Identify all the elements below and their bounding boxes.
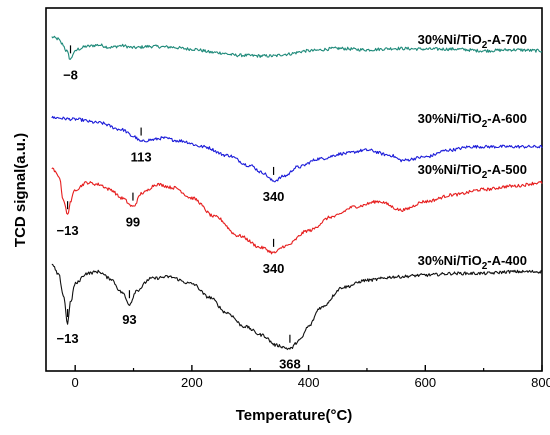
x-tick-label: 400 (298, 375, 320, 390)
series-label: 30%Ni/TiO2-A-700 (418, 32, 527, 51)
plot-frame (45, 7, 543, 372)
x-tick-label: 600 (414, 375, 436, 390)
x-tick-label: 800 (531, 375, 550, 390)
series-label: 30%Ni/TiO2-A-400 (418, 253, 527, 272)
peak-label: 368 (279, 357, 301, 372)
peak-label: 93 (122, 312, 136, 327)
peak-label: 340 (263, 189, 285, 204)
peak-label: 340 (263, 261, 285, 276)
x-axis: 0 200 400 600 800 (72, 365, 550, 390)
series-label: 30%Ni/TiO2-A-500 (418, 162, 527, 181)
annotation-layer: 30%Ni/TiO2-A-700 −8 30%Ni/TiO2-A-600 113 340… (57, 32, 527, 372)
peak-label: −8 (63, 67, 78, 82)
x-axis-title: Temperature(°C) (236, 407, 353, 424)
y-axis-title: TCD signal(a.u.) (12, 133, 29, 247)
peak-label: 99 (126, 215, 140, 230)
peak-label: −13 (57, 331, 79, 346)
series-line (51, 115, 543, 183)
series-line (51, 263, 543, 351)
series-label: 30%Ni/TiO2-A-600 (418, 111, 527, 130)
series-layer (51, 35, 543, 351)
series-line (51, 167, 543, 255)
peak-label: 113 (131, 150, 152, 165)
x-tick-label: 0 (72, 375, 79, 390)
series-line (51, 35, 543, 60)
x-tick-label: 200 (181, 375, 203, 390)
peak-label: −13 (57, 223, 79, 238)
